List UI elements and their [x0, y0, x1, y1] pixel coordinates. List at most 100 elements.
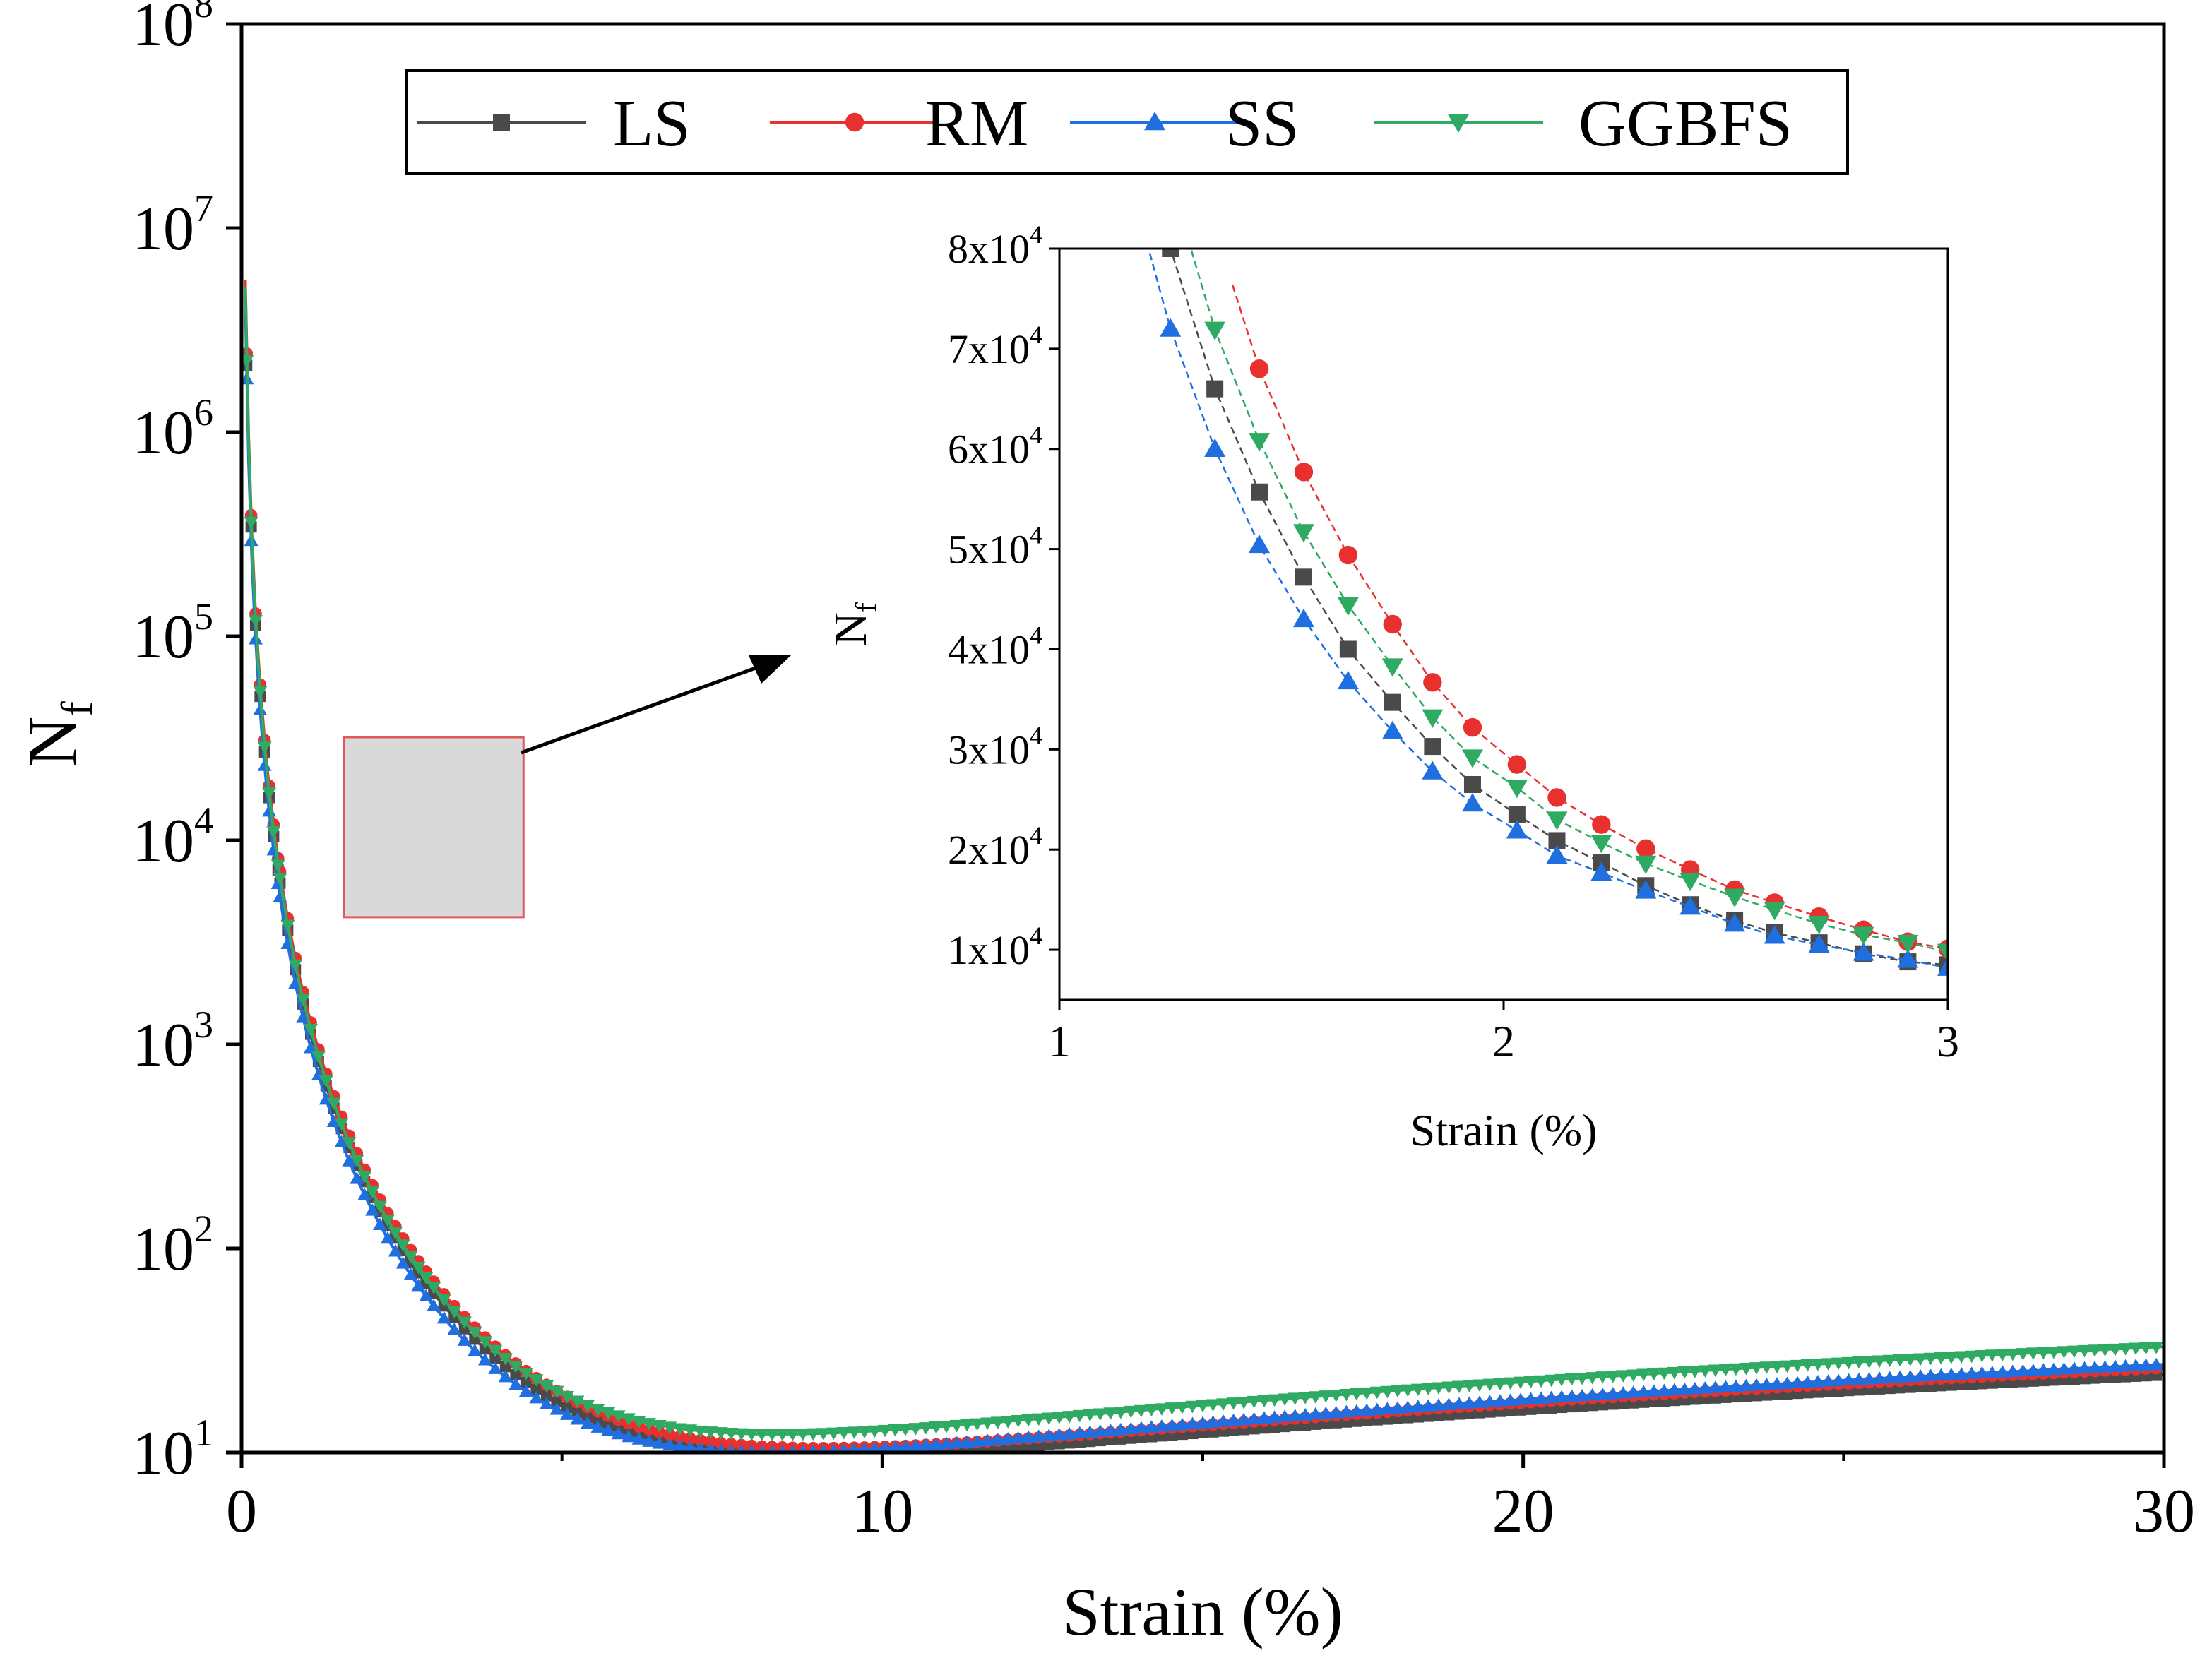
series-point-ss: [878, 1441, 892, 1453]
series-point-ss: [1062, 1426, 1077, 1440]
series-point-ss: [342, 1154, 357, 1167]
series-point-ss: [1011, 1431, 1025, 1444]
series-point-ggbfs: [1206, 1399, 1220, 1412]
series-point-ggbfs: [1534, 1375, 1549, 1388]
series-point-ggbfs: [262, 787, 277, 800]
series-point-ss: [419, 1289, 434, 1301]
series-point-ggbfs: [1954, 1351, 1969, 1364]
inset-y-tick-label: 6x104: [948, 421, 1042, 472]
series-point-ss: [1031, 1429, 1046, 1442]
inset-point-rm: [1294, 463, 1314, 482]
series-point-ggbfs: [1472, 1379, 1487, 1392]
series-point-ggbfs: [1247, 1395, 1261, 1409]
series-point-ss: [1226, 1413, 1241, 1426]
series-point-ggbfs: [652, 1419, 667, 1433]
series-point-ggbfs: [2118, 1343, 2133, 1356]
series-point-ggbfs: [468, 1326, 482, 1340]
y-tick-exp: 8: [194, 0, 213, 25]
legend-marker-rm: [845, 112, 864, 132]
inset-y-tick-base: x10: [968, 427, 1030, 472]
x-tick-label: 0: [226, 1477, 257, 1546]
inset-y-tick-exp: 4: [1030, 521, 1042, 549]
series-point-ggbfs: [257, 741, 272, 754]
series-point-ss: [1790, 1376, 1805, 1389]
series-point-ss: [2067, 1361, 2081, 1374]
series-point-ggbfs: [436, 1294, 451, 1307]
series-point-ss: [1882, 1371, 1897, 1383]
inset-point-ls: [1463, 775, 1481, 793]
legend-label-rm: RM: [925, 87, 1028, 160]
series-point-ggbfs: [857, 1426, 872, 1439]
inset-point-ss: [1897, 949, 1919, 968]
series-point-ggbfs: [1893, 1354, 1908, 1367]
series-point-ss: [1687, 1381, 1702, 1395]
series-point-ss: [662, 1438, 677, 1451]
inset-y-tick-base: x10: [968, 326, 1030, 372]
series-point-ss: [518, 1384, 533, 1397]
series-point-ss: [303, 1041, 318, 1054]
series-point-ggbfs: [2036, 1347, 2051, 1360]
series-point-ss: [652, 1436, 667, 1449]
series-point-ss: [1196, 1416, 1210, 1429]
series-point-ggbfs: [1267, 1394, 1282, 1407]
series-point-ss: [2088, 1360, 2103, 1373]
series-point-ss: [266, 842, 281, 856]
series-point-ggbfs: [1841, 1356, 1856, 1370]
inset-y-tick-exp: 4: [1030, 621, 1042, 649]
inset-point-ggbfs: [1590, 835, 1612, 854]
series-point-ggbfs: [960, 1419, 975, 1432]
series-point-ss: [1360, 1403, 1374, 1416]
y-tick-label: 102: [132, 1207, 213, 1284]
series-point-ggbfs: [1144, 1404, 1159, 1417]
series-point-ggbfs: [1298, 1392, 1313, 1404]
series-point-ss: [1288, 1409, 1302, 1421]
series-point-ss: [1421, 1399, 1436, 1412]
series-point-ggbfs: [1380, 1385, 1395, 1399]
series-point-ggbfs: [1451, 1380, 1466, 1394]
series-point-ggbfs: [1872, 1355, 1887, 1368]
series-point-ss: [1482, 1395, 1497, 1407]
series-point-ss: [296, 1010, 311, 1023]
inset-y-tick-base: x10: [968, 626, 1030, 672]
series-point-ss: [326, 1114, 341, 1127]
series-point-ss: [1893, 1370, 1908, 1383]
series-point-ggbfs: [529, 1374, 544, 1387]
series-point-ls: [551, 1396, 563, 1408]
series-point-ggbfs: [498, 1353, 513, 1366]
series-point-ss: [2016, 1364, 2030, 1377]
series-point-ss: [2057, 1361, 2071, 1375]
inset-x-tick-label: 3: [1937, 1016, 1959, 1066]
series-point-ggbfs: [1544, 1374, 1559, 1388]
series-point-ss: [672, 1439, 687, 1453]
series-point-ggbfs: [1185, 1400, 1200, 1414]
series-point-ls: [520, 1376, 532, 1388]
series-point-ss: [380, 1231, 395, 1244]
inset-point-ss: [1808, 934, 1830, 953]
inset-point-rm: [1463, 717, 1482, 737]
series-point-ggbfs: [1913, 1353, 1928, 1366]
series-point-ggbfs: [1083, 1409, 1098, 1422]
series-point-ss: [2098, 1360, 2112, 1373]
series-point-ss: [1308, 1407, 1323, 1420]
series-point-ggbfs: [1482, 1378, 1497, 1392]
series-point-ss: [683, 1441, 697, 1453]
y-tick-base: 10: [132, 399, 194, 467]
series-point-ss: [1083, 1425, 1098, 1438]
series-point-ss: [1206, 1415, 1220, 1428]
series-point-ggbfs: [342, 1137, 357, 1150]
series-point-ss: [868, 1441, 881, 1453]
series-point-ggbfs: [1749, 1362, 1764, 1375]
series-point-ss: [1113, 1422, 1128, 1436]
y-tick-base: 10: [132, 1419, 194, 1488]
series-point-rm: [663, 1428, 676, 1441]
inset-point-rm: [1507, 755, 1527, 774]
series-point-ss: [2046, 1362, 2061, 1376]
series-point-ss: [939, 1436, 954, 1450]
y-tick-label: 108: [132, 0, 213, 59]
series-point-ggbfs: [403, 1251, 418, 1264]
y-tick-base: 10: [132, 195, 194, 263]
series-point-ggbfs: [1862, 1356, 1877, 1368]
series-point-ggbfs: [2149, 1342, 2164, 1354]
series-point-ss: [798, 1444, 808, 1453]
series-point-ggbfs: [559, 1390, 574, 1404]
